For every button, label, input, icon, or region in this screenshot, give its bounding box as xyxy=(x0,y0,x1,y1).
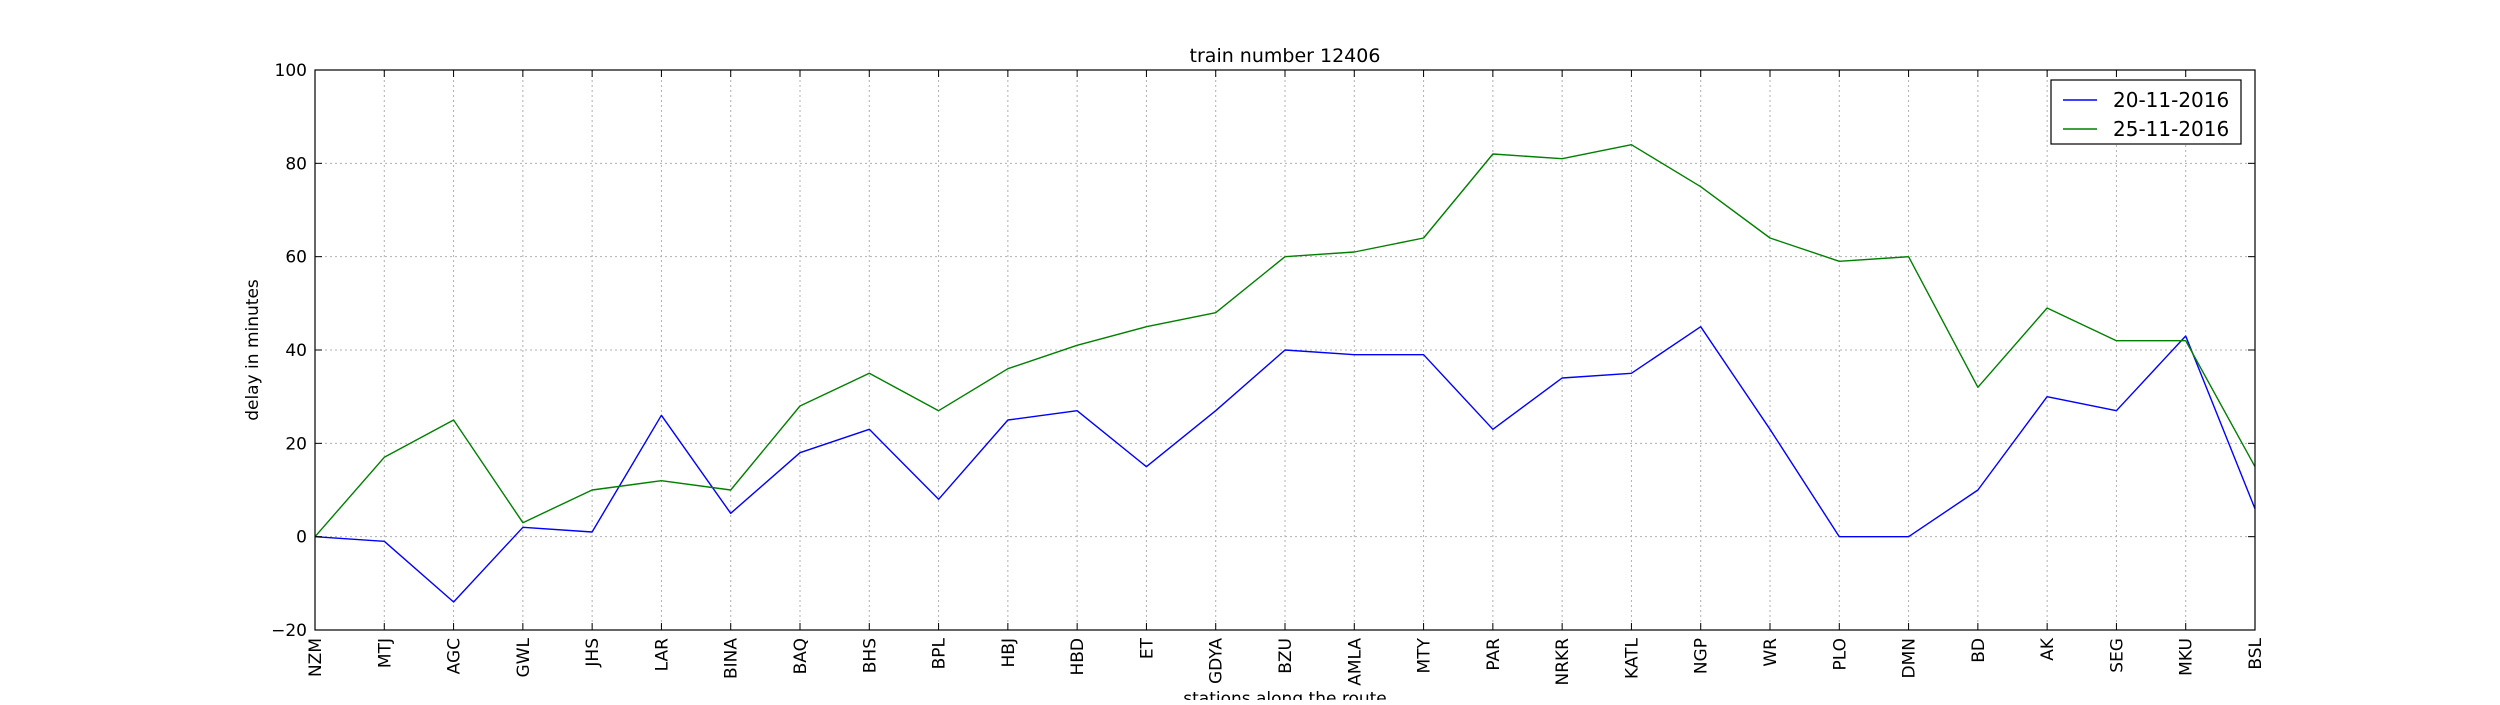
x-tick-label: PLO xyxy=(1830,638,1850,671)
x-tick-label: PAR xyxy=(1484,638,1504,671)
x-axis-label: stations along the route xyxy=(1183,689,1387,700)
x-tick-label: BINA xyxy=(722,638,742,679)
legend-label-1: 20-11-2016 xyxy=(2113,88,2229,112)
x-tick-label: WR xyxy=(1761,638,1781,667)
x-tick-label: NGP xyxy=(1692,638,1712,674)
x-tick-label: DMN xyxy=(1900,638,1920,678)
x-tick-label: BZU xyxy=(1276,638,1296,674)
x-tick-label: JHS xyxy=(583,638,603,668)
x-tick-label: GDYA xyxy=(1207,638,1227,684)
x-tick-label: AK xyxy=(2038,637,2058,661)
x-tick-label: BSL xyxy=(2246,637,2266,669)
x-tick-label: NRKR xyxy=(1553,638,1573,686)
series-line-2 xyxy=(314,143,2256,538)
x-tick-label: MTJ xyxy=(375,638,395,668)
y-tick-label: 20 xyxy=(285,434,307,454)
series-line-1 xyxy=(314,326,2256,603)
legend: 20-11-2016 25-11-2016 xyxy=(2050,79,2242,145)
x-tick-label: ET xyxy=(1137,637,1157,659)
legend-label-2: 25-11-2016 xyxy=(2113,117,2229,141)
x-tick-label: LAR xyxy=(652,638,672,671)
y-tick-label: 80 xyxy=(285,154,307,174)
x-tick-label: HBJ xyxy=(999,638,1019,667)
ticks-layer: NZM MTJ AGC GWL JHS LAR BINA BAQ BHS BPL HBJ HBD ET G… xyxy=(271,61,2266,686)
x-tick-label: NZM xyxy=(306,638,326,677)
x-tick-label: BPL xyxy=(930,637,950,669)
series-layer xyxy=(314,143,2256,603)
y-tick-label: 100 xyxy=(275,61,307,81)
x-tick-label: MKU xyxy=(2177,638,2197,676)
x-tick-label: GWL xyxy=(514,637,534,677)
x-tick-label: AMLA xyxy=(1345,638,1365,686)
y-tick-label: 40 xyxy=(285,341,307,361)
x-tick-label: BD xyxy=(1969,638,1989,663)
x-tick-label: SEG xyxy=(2107,638,2127,673)
x-tick-label: BAQ xyxy=(791,638,811,674)
y-tick-label: 60 xyxy=(285,248,307,268)
legend-box xyxy=(2050,79,2242,145)
y-axis-label: delay in minutes xyxy=(243,279,263,421)
x-tick-label: KATL xyxy=(1622,637,1642,679)
x-tick-label: MTY xyxy=(1415,637,1435,673)
y-tick-label: 0 xyxy=(296,528,307,548)
x-tick-label: AGC xyxy=(445,638,465,674)
x-tick-label: HBD xyxy=(1068,638,1088,676)
y-tick-label: −20 xyxy=(271,621,307,641)
chart-title: train number 12406 xyxy=(1190,45,1381,67)
x-tick-label: BHS xyxy=(860,638,880,673)
